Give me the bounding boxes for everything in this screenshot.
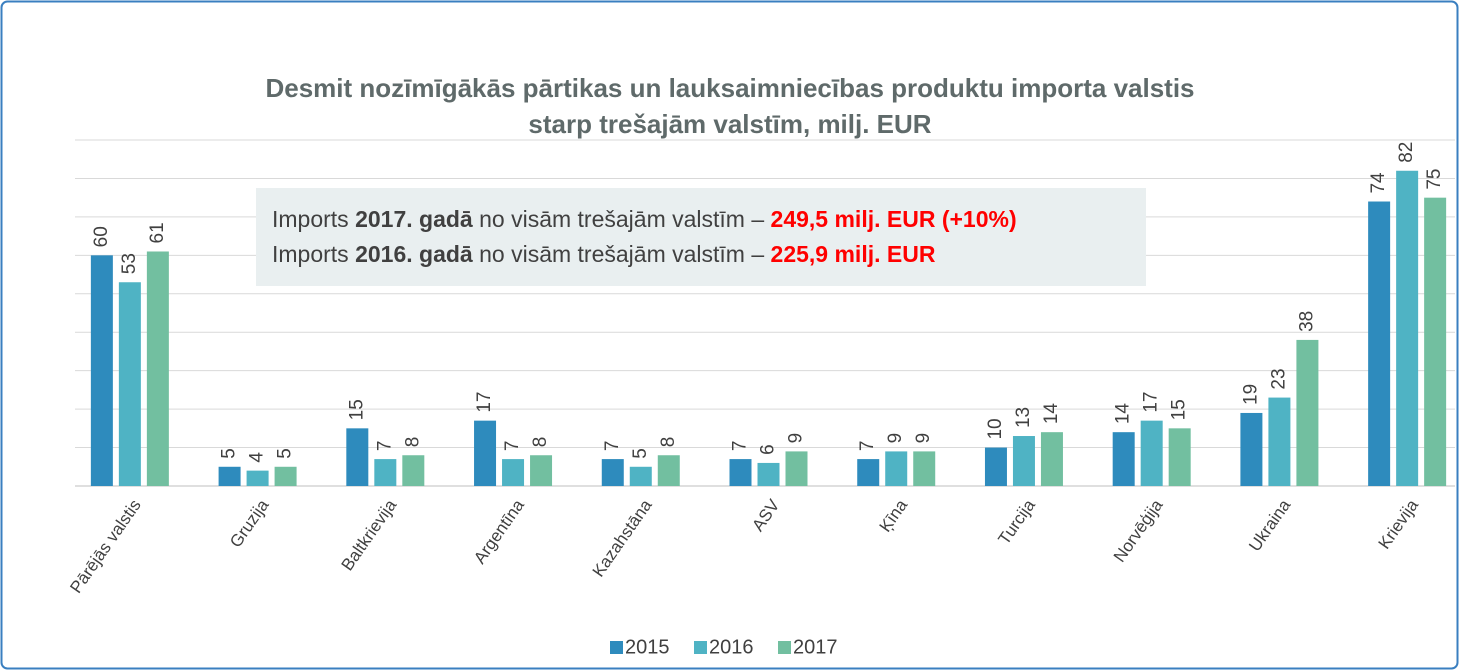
- bar: [857, 459, 880, 486]
- chart-title: Desmit nozīmīgākās pārtikas un lauksaimn…: [265, 73, 1194, 103]
- bar: [1240, 412, 1263, 486]
- data-label: 7: [602, 441, 623, 452]
- bar: [729, 459, 752, 486]
- annotation-text: Imports: [272, 241, 355, 267]
- legend-swatch: [610, 641, 623, 654]
- annotation-box: [256, 188, 1146, 286]
- bar: [1424, 197, 1447, 486]
- data-label: 7: [502, 441, 523, 452]
- bar: [1268, 397, 1291, 486]
- data-label: 10: [985, 418, 1006, 439]
- data-label: 7: [857, 441, 878, 452]
- data-label: 15: [346, 399, 367, 420]
- bar: [474, 420, 497, 486]
- bar: [246, 470, 269, 486]
- data-label: 14: [1041, 403, 1062, 425]
- bar: [530, 455, 553, 486]
- bar: [913, 451, 936, 486]
- data-label: 8: [530, 437, 551, 448]
- data-label: 9: [786, 433, 807, 444]
- bar: [346, 428, 369, 486]
- data-label: 19: [1240, 384, 1261, 405]
- data-label: 4: [247, 452, 268, 463]
- data-label: 15: [1169, 399, 1190, 420]
- data-label: 14: [1113, 403, 1134, 425]
- data-label: 60: [91, 226, 112, 247]
- legend-label: 2015: [625, 636, 670, 658]
- bar: [374, 459, 397, 486]
- bar: [1368, 201, 1391, 486]
- bar: [146, 251, 169, 486]
- bar: [885, 451, 908, 486]
- bar: [1040, 432, 1063, 486]
- bar: [785, 451, 808, 486]
- bar: [90, 255, 113, 486]
- annotation-text: 249,5 milj. EUR (+10%): [771, 206, 1017, 232]
- data-label: 75: [1424, 169, 1445, 190]
- annotation: Imports 2017. gadā no visām trešajām val…: [272, 206, 1017, 232]
- data-label: 6: [758, 444, 779, 455]
- annotation-text: no visām trešajām valstīm –: [473, 241, 771, 267]
- data-label: 9: [885, 433, 906, 444]
- annotation-text: 2017. gadā: [355, 206, 473, 232]
- legend-swatch: [778, 641, 791, 654]
- data-label: 74: [1368, 172, 1389, 194]
- data-label: 5: [275, 448, 296, 459]
- legend-swatch: [694, 641, 707, 654]
- data-label: 17: [474, 392, 495, 413]
- bar: [1296, 339, 1319, 486]
- data-label: 9: [913, 433, 934, 444]
- legend-label: 2016: [709, 636, 754, 658]
- data-label: 23: [1268, 368, 1289, 389]
- data-label: 5: [630, 448, 651, 459]
- bar: [1168, 428, 1191, 486]
- bar: [402, 455, 425, 486]
- bar: [218, 466, 241, 486]
- data-label: 5: [219, 448, 240, 459]
- data-label: 38: [1296, 311, 1317, 332]
- bar: [657, 455, 680, 486]
- data-label: 82: [1396, 142, 1417, 163]
- data-label: 13: [1013, 407, 1034, 428]
- bar: [1396, 170, 1419, 486]
- chart-title: starp trešajām valstīm, milj. EUR: [528, 109, 931, 139]
- bar: [984, 447, 1007, 486]
- legend-label: 2017: [793, 636, 838, 658]
- bar: [502, 459, 525, 486]
- annotation-text: no visām trešajām valstīm –: [473, 206, 771, 232]
- bar: [1140, 420, 1163, 486]
- data-label: 53: [119, 253, 140, 274]
- data-label: 17: [1141, 392, 1162, 413]
- data-label: 7: [730, 441, 751, 452]
- data-label: 8: [402, 437, 423, 448]
- annotation: Imports 2016. gadā no visām trešajām val…: [272, 241, 936, 267]
- bar: [629, 466, 652, 486]
- annotation-text: Imports: [272, 206, 355, 232]
- annotation-text: 2016. gadā: [355, 241, 473, 267]
- bar: [1112, 432, 1135, 486]
- data-label: 8: [658, 437, 679, 448]
- data-label: 61: [147, 222, 168, 243]
- bar: [118, 282, 141, 486]
- annotation-text: 225,9 milj. EUR: [771, 241, 936, 267]
- bar: [601, 459, 624, 486]
- data-label: 7: [374, 441, 395, 452]
- bar: [274, 466, 297, 486]
- bar: [757, 462, 780, 486]
- bar: [1012, 436, 1035, 486]
